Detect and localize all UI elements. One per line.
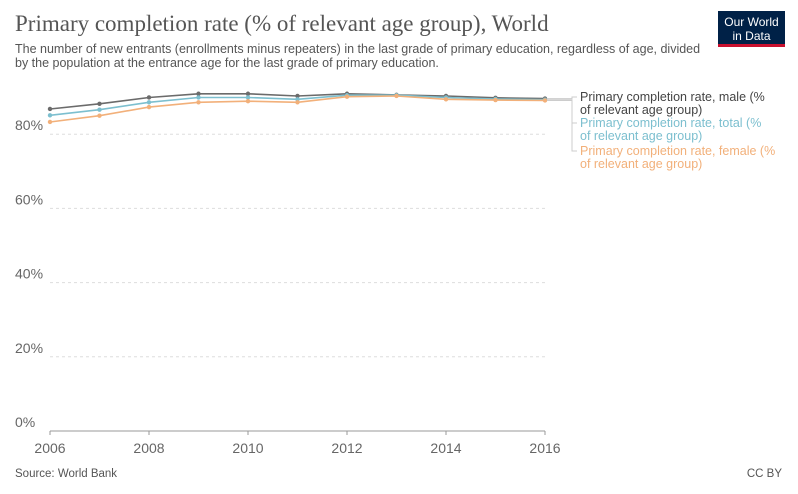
- chart-subtitle: The number of new entrants (enrollments …: [15, 42, 701, 70]
- series-point-2: [394, 93, 399, 99]
- series-point-2: [97, 113, 102, 118]
- series-point-2: [443, 97, 449, 102]
- series-point-2: [47, 119, 53, 125]
- series-point-2: [146, 104, 152, 110]
- series-point-0: [295, 93, 300, 99]
- source-note[interactable]: Source: World Bank: [15, 468, 118, 480]
- series-point-0: [47, 106, 53, 112]
- y-tick-label: 20%: [15, 340, 43, 356]
- legend-label-1: Primary completion rate, total (% of rele…: [580, 116, 761, 143]
- x-tick-label: 2016: [529, 440, 560, 456]
- series-point-2: [344, 94, 350, 99]
- y-tick-label: 60%: [15, 191, 43, 207]
- series-point-1: [196, 95, 201, 100]
- series-point-2: [493, 97, 498, 103]
- series-point-2: [542, 98, 548, 103]
- license-note[interactable]: CC BY: [746, 468, 782, 480]
- logo-line-1: Our World: [724, 15, 779, 29]
- series-point-1: [97, 107, 102, 112]
- series-point-2: [245, 98, 251, 104]
- chart-title: Primary completion rate (% of relevant a…: [15, 11, 549, 36]
- owid-logo[interactable]: Our World in Data: [718, 11, 785, 47]
- logo-line-2: in Data: [732, 29, 771, 43]
- series-point-0: [97, 101, 102, 106]
- series-point-2: [196, 100, 201, 105]
- series-point-1: [146, 100, 152, 105]
- legend-label-2: Primary completion rate, female (% of rel…: [580, 144, 775, 171]
- x-tick-label: 2006: [34, 440, 65, 456]
- series-point-0: [146, 95, 152, 100]
- legend-connector: [547, 99, 577, 152]
- series-point-2: [295, 100, 300, 105]
- x-tick-label: 2010: [232, 440, 263, 456]
- y-tick-label: 80%: [15, 117, 43, 133]
- y-tick-label: 0%: [15, 414, 35, 430]
- legend-connector: [547, 96, 577, 100]
- legend-label-0: Primary completion rate, male (% of relev…: [580, 90, 765, 117]
- series-point-1: [47, 113, 53, 118]
- x-tick-label: 2008: [133, 440, 164, 456]
- series-point-0: [196, 91, 201, 96]
- x-tick-label: 2014: [430, 440, 461, 456]
- y-tick-label: 40%: [15, 266, 43, 282]
- series-point-1: [245, 95, 251, 100]
- x-tick-label: 2012: [331, 440, 362, 456]
- series-point-0: [245, 91, 251, 96]
